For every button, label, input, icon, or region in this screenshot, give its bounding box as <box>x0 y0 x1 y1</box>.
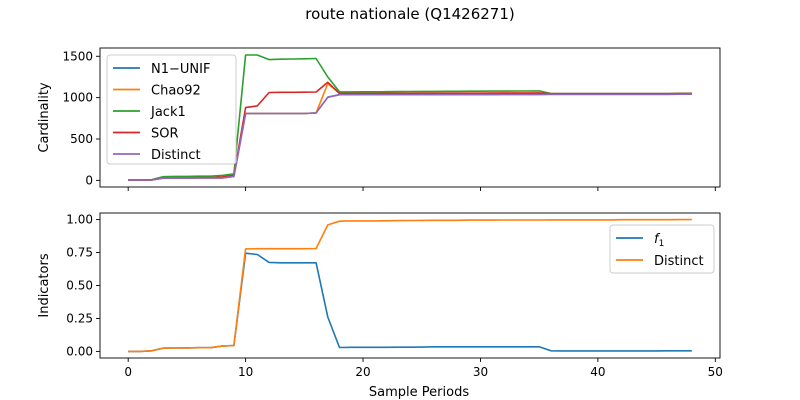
x-tick-label: 50 <box>708 365 723 379</box>
y-tick-label: 0.75 <box>66 246 93 260</box>
series-line-distinct <box>128 93 692 181</box>
series-line-distinct <box>128 218 692 353</box>
legend-label: f1 <box>654 232 664 249</box>
x-tick-label: 40 <box>590 365 605 379</box>
cardinality-panel: 0 500 1000 1500 Cardinality N1−UNIF Chao92 Jack… <box>37 47 721 191</box>
y-tick-label: 0.25 <box>66 311 93 325</box>
legend-box <box>609 224 715 274</box>
x-tick-label: 20 <box>355 365 370 379</box>
y-tick-label: 0 <box>85 173 93 187</box>
y-axis-label: Indicators <box>37 253 52 317</box>
y-tick-label: 1000 <box>62 91 93 105</box>
x-tick-label: 10 <box>238 365 253 379</box>
y-tick-label: 500 <box>70 132 93 146</box>
indicators-panel: 0 10 20 30 40 50 0.00 0.25 0.50 0.75 1.00 Indicator… <box>37 212 723 400</box>
legend: N1−UNIF Chao92 Jack1 SOR Distinct <box>106 54 237 165</box>
figure-title: route nationale (Q1426271) <box>305 5 515 23</box>
y-tick-label: 1500 <box>62 49 93 63</box>
y-axis-label: Cardinality <box>37 82 52 153</box>
legend: f1 Distinct <box>609 224 715 274</box>
plot-frame <box>99 47 721 188</box>
x-tick-label: 0 <box>124 365 132 379</box>
legend-label: SOR <box>151 127 179 142</box>
y-tick-label: 1.00 <box>66 213 93 227</box>
y-tick-label: 0.50 <box>66 279 93 293</box>
legend-label: Distinct <box>654 254 704 269</box>
legend-label: N1−UNIF <box>151 62 210 77</box>
legend-label: Jack1 <box>150 105 186 120</box>
legend-label: Chao92 <box>151 84 201 99</box>
y-tick-label: 0.00 <box>66 344 93 358</box>
legend-box <box>106 54 237 165</box>
x-axis-label: Sample Periods <box>369 385 469 400</box>
x-tick-label: 30 <box>473 365 488 379</box>
legend-label: Distinct <box>151 148 201 163</box>
